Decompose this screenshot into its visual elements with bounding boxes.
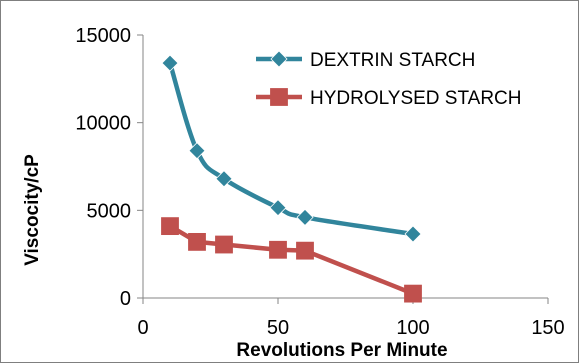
y-tick-label: 10000 (75, 113, 131, 135)
legend-item: DEXTRIN STARCH (256, 50, 475, 71)
series-line (168, 224, 414, 296)
x-tick-label: 150 (531, 317, 564, 339)
series-0 (161, 54, 422, 243)
legend: DEXTRIN STARCH HYDROLYSED STARCH (256, 50, 522, 109)
data-point (296, 241, 314, 260)
x-axis-title: Revolutions Per Minute (236, 340, 447, 361)
y-axis-title: Viscocity/cP (22, 154, 43, 266)
data-point (188, 142, 206, 160)
y-tick-label: 5000 (87, 200, 132, 222)
y-tick-label: 0 (120, 288, 131, 310)
series-line (167, 62, 414, 237)
legend-label: DEXTRIN STARCH (310, 50, 475, 71)
x-tick-label: 100 (396, 317, 429, 339)
y-tick-label: 15000 (75, 25, 131, 47)
data-point (215, 170, 233, 188)
legend-item: HYDROLYSED STARCH (256, 88, 522, 109)
x-tick-label: 50 (267, 317, 289, 339)
data-point (161, 54, 179, 72)
legend-swatch-marker (270, 50, 288, 68)
axes: 0 5000 10000 15000 0 50 100 150 (75, 25, 564, 339)
data-point (161, 217, 179, 236)
x-tick-label: 0 (137, 317, 148, 339)
data-point (269, 199, 287, 217)
legend-swatch-marker (270, 88, 288, 106)
data-point (404, 225, 422, 243)
series-layer (161, 54, 422, 303)
data-point (296, 208, 314, 226)
series-1 (161, 217, 422, 303)
legend-label: HYDROLYSED STARCH (310, 88, 522, 109)
data-point (188, 232, 206, 251)
data-point (404, 284, 422, 303)
data-point (269, 240, 287, 259)
data-point (215, 235, 233, 254)
